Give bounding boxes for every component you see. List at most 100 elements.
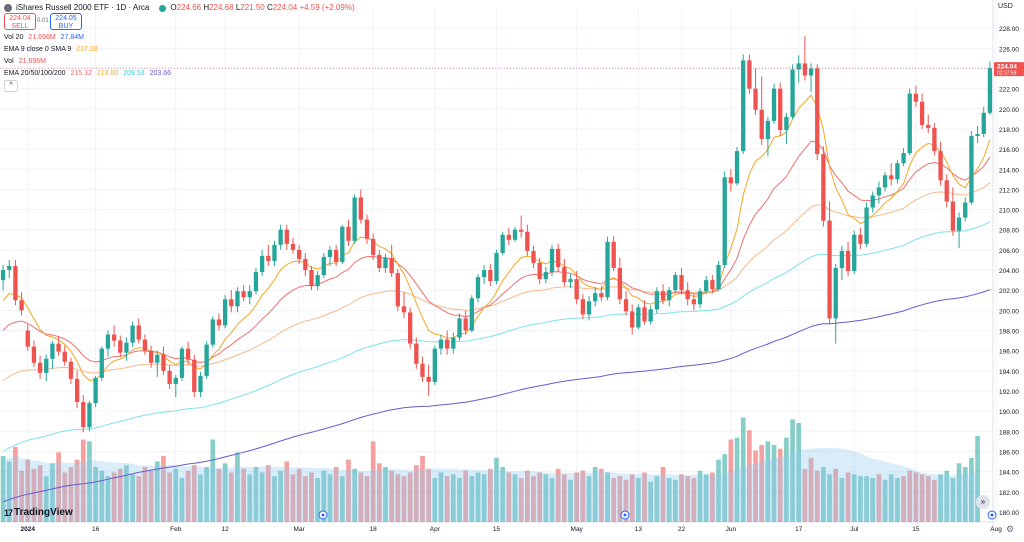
candle-body bbox=[68, 361, 74, 379]
volume-bar bbox=[309, 472, 314, 522]
buy-button[interactable]: 224.05 BUY bbox=[50, 13, 82, 30]
candle-body bbox=[500, 234, 505, 253]
volume-bar bbox=[549, 478, 555, 522]
candle-body bbox=[969, 135, 974, 203]
volume-bar bbox=[808, 457, 814, 522]
candle-body bbox=[605, 241, 610, 298]
volume-bar bbox=[611, 478, 617, 522]
volume-bar bbox=[543, 474, 549, 522]
volume-bar bbox=[605, 472, 610, 522]
volume-bar bbox=[907, 470, 913, 522]
volume-ma-area bbox=[3, 447, 978, 522]
bar-countdown: 02:37:59 bbox=[997, 71, 1017, 77]
candle-body bbox=[438, 339, 444, 349]
candle-body bbox=[611, 241, 616, 269]
candle-body bbox=[654, 291, 660, 310]
candle-body bbox=[778, 88, 783, 130]
volume-bar bbox=[80, 439, 86, 522]
candle-body bbox=[426, 376, 431, 382]
candle-body bbox=[475, 277, 481, 299]
settings-gear-icon[interactable]: ⚙ bbox=[1006, 524, 1015, 534]
candle-body bbox=[303, 258, 308, 271]
price-tick-label: 222.00 bbox=[999, 87, 1019, 94]
volume-bar bbox=[574, 472, 580, 522]
volume-bar bbox=[376, 463, 382, 522]
volume-bar bbox=[586, 476, 592, 522]
volume-bar bbox=[43, 476, 49, 522]
volume-bar bbox=[851, 474, 857, 522]
candle-body bbox=[679, 275, 684, 291]
price-tick-label: 214.00 bbox=[999, 167, 1019, 174]
candle-body bbox=[796, 63, 801, 70]
candle-body bbox=[37, 362, 43, 373]
volume-bar bbox=[93, 467, 98, 522]
price-tick-label: 186.00 bbox=[999, 449, 1019, 456]
candle-body bbox=[185, 348, 191, 360]
volume-bar bbox=[691, 478, 697, 522]
volume-bar bbox=[747, 430, 752, 522]
volume-bar bbox=[759, 445, 765, 522]
symbol-title[interactable]: iShares Russell 2000 ETF · 1D · Arca bbox=[16, 3, 150, 12]
volume-bar bbox=[185, 470, 191, 522]
candle-body bbox=[327, 249, 333, 257]
candle-body bbox=[229, 299, 234, 307]
volume-bar bbox=[716, 459, 721, 522]
volume-bar bbox=[339, 476, 345, 522]
candle-body bbox=[340, 226, 345, 262]
candle-body bbox=[142, 339, 148, 351]
volume-bar bbox=[697, 470, 703, 522]
time-tick-label: Jun bbox=[726, 526, 737, 533]
candle-body bbox=[808, 68, 814, 76]
indicator-vol20[interactable]: Vol 20 21.696M 27.84M bbox=[4, 34, 84, 41]
volume-bar bbox=[25, 459, 31, 522]
time-tick-label: Apr bbox=[430, 526, 441, 533]
candle-body bbox=[247, 291, 252, 298]
time-tick-label: May bbox=[571, 526, 584, 533]
volume-bar bbox=[241, 468, 246, 522]
candle-body bbox=[148, 350, 154, 363]
candle-body bbox=[50, 343, 55, 359]
candle-body bbox=[821, 154, 826, 221]
volume-bar bbox=[247, 474, 253, 522]
candle-body bbox=[617, 268, 623, 300]
volume-bar bbox=[944, 470, 950, 522]
time-tick-label: Jul bbox=[850, 526, 859, 533]
candle-body bbox=[432, 348, 437, 382]
volume-bar bbox=[821, 467, 826, 522]
indicator-vol[interactable]: Vol 21.696M bbox=[4, 58, 46, 65]
candle-body bbox=[950, 201, 956, 231]
volume-bar bbox=[728, 439, 734, 522]
candle-body bbox=[469, 298, 474, 331]
collapse-legend-button[interactable]: ^ bbox=[4, 80, 18, 92]
sell-price: 224.04 bbox=[9, 15, 31, 22]
candle-body bbox=[179, 348, 185, 378]
candle-body bbox=[296, 249, 302, 259]
ohlc-values: O224.66 H224.68 L221.50 C224.04 +4.59 (+… bbox=[170, 3, 355, 12]
indicator-ema-multi[interactable]: EMA 20/50/100/200 215.32 213.00 209.53 2… bbox=[4, 70, 171, 77]
volume-bar bbox=[913, 472, 919, 522]
candle-body bbox=[599, 293, 604, 298]
scroll-to-latest-button[interactable]: » bbox=[976, 495, 990, 509]
symbol-logo-icon bbox=[4, 4, 12, 12]
price-tick-label: 218.00 bbox=[999, 127, 1019, 134]
volume-bar bbox=[599, 468, 604, 522]
volume-bar bbox=[722, 454, 728, 522]
volume-bar bbox=[487, 468, 493, 522]
candle-body bbox=[882, 175, 888, 188]
candle-body bbox=[358, 197, 363, 220]
indicator-ema9[interactable]: EMA 9 close 0 SMA 9 217.28 bbox=[4, 46, 98, 53]
candle-body bbox=[87, 403, 92, 428]
candle-body bbox=[956, 217, 962, 231]
candle-body bbox=[815, 68, 820, 155]
time-tick-label: Aug bbox=[990, 526, 1002, 533]
candle-body bbox=[580, 299, 586, 315]
candle-body bbox=[704, 280, 709, 292]
volume-bar bbox=[845, 472, 851, 522]
time-tick-label: 22 bbox=[678, 526, 686, 533]
candle-body bbox=[938, 151, 943, 181]
sell-button[interactable]: 224.04 SELL bbox=[4, 13, 36, 30]
candle-body bbox=[31, 346, 37, 363]
event-marker-icon-dot bbox=[623, 513, 627, 517]
